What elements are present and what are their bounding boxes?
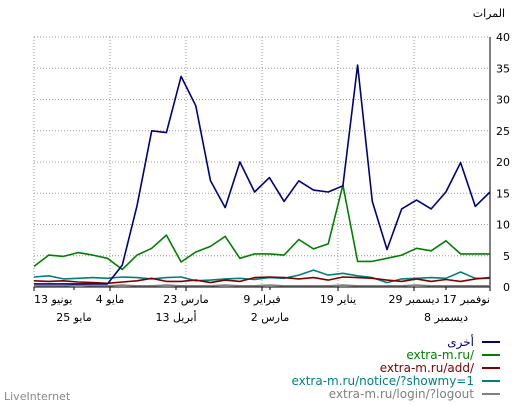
series-line-2	[33, 276, 491, 285]
legend-label: أخرى	[447, 334, 474, 350]
y-tick-label: 10	[496, 219, 510, 232]
x-tick-label-lower: 25 مايو	[56, 311, 92, 324]
y-tick-label: 35	[496, 62, 510, 75]
x-tick-label: 19 يناير	[320, 293, 356, 306]
x-tick-label: 13 يونيو	[34, 293, 72, 306]
legend-label: extra-m.ru/login/?logout	[329, 387, 475, 401]
watermark-text: LiveInternet	[4, 390, 71, 403]
y-tick-label: 30	[496, 94, 510, 107]
series-line-1	[33, 184, 490, 271]
y-tick-label: 20	[496, 156, 510, 169]
x-tick-label-lower: 2 مارس	[251, 311, 290, 324]
y-axis-label: المرات	[473, 7, 505, 20]
y-tick-label: 15	[496, 187, 510, 200]
x-tick-label: 9 فبراير	[243, 293, 280, 306]
y-tick-label: 0	[503, 281, 510, 294]
x-tick-label-lower: 8 ديسمبر	[424, 311, 468, 324]
series-line-3	[33, 269, 490, 284]
series-line-4	[34, 284, 490, 287]
y-tick-label: 25	[496, 125, 510, 138]
y-tick-label: 5	[503, 250, 510, 263]
x-tick-label: 23 مارس	[163, 293, 209, 306]
y-tick-label: 40	[496, 31, 510, 44]
x-tick-label: 4 مايو	[96, 293, 125, 306]
x-tick-label: 29 ديسمبر	[388, 293, 439, 306]
legend: أخرىextra-m.ru/extra-m.ru/add/extra-m.ru…	[291, 334, 500, 401]
x-tick-label: 17 نوفمبر	[443, 293, 490, 306]
legend-label: extra-m.ru/notice/?showmy=1	[291, 374, 474, 388]
legend-label: extra-m.ru/add/	[380, 361, 475, 375]
x-tick-label-lower: 13 أبريل	[155, 310, 196, 324]
legend-label: extra-m.ru/	[406, 348, 475, 362]
plot-area: 0 5 10 15 20 25 30 35 40 17 نوفمبر 29 ديسمبر 19 ينا…	[33, 31, 510, 324]
series-line-0	[34, 64, 491, 285]
